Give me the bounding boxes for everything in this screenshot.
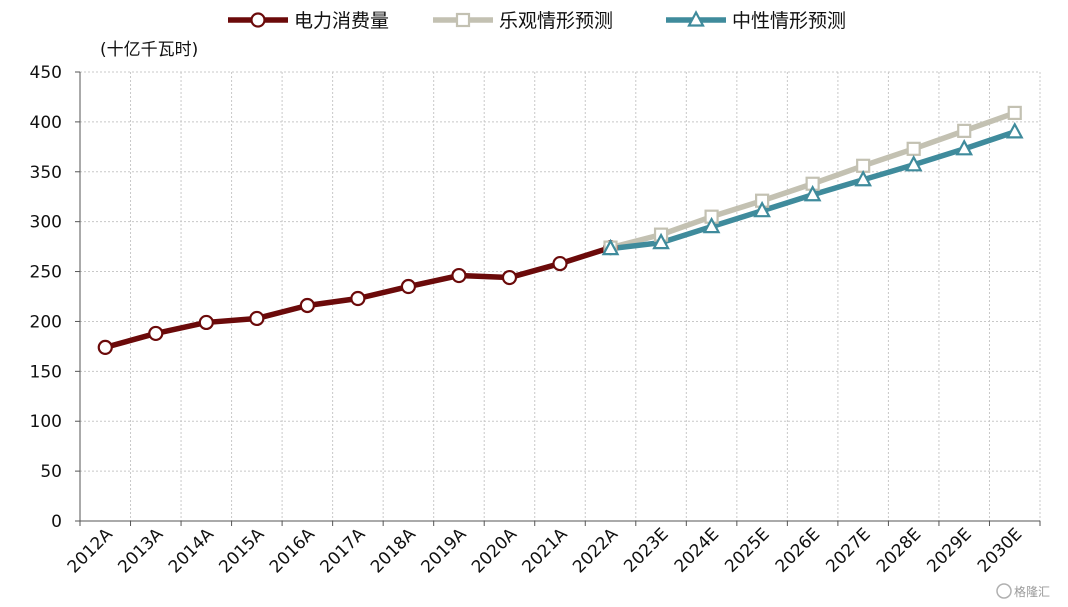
x-tick-label: 2016A <box>266 524 319 577</box>
y-tick-label: 300 <box>30 213 62 233</box>
legend-label-2: 中性情形预测 <box>732 10 846 32</box>
y-tick-labels: 0 50 100 150 200 250 300 350 400 450 <box>30 63 62 532</box>
data-point-s0-0 <box>97 339 113 355</box>
watermark-text: 格隆汇 <box>1014 584 1050 599</box>
series-markers <box>97 105 1024 355</box>
data-point-s0-3 <box>249 310 265 327</box>
legend-label-0: 电力消费量 <box>294 10 389 32</box>
y-tick-label: 400 <box>30 113 62 133</box>
y-tick-label: 150 <box>30 362 62 382</box>
x-tick-label: 2023E <box>620 524 672 576</box>
data-point-s2-17 <box>955 139 974 156</box>
x-tick-label: 2029E <box>923 524 975 576</box>
x-tick-label: 2017A <box>316 524 369 577</box>
y-tick-label: 100 <box>30 412 62 432</box>
x-tick-label: 2015A <box>215 524 268 577</box>
y-tick-label: 200 <box>30 312 62 332</box>
series-lines <box>104 110 1016 351</box>
legend-marker-1 <box>455 12 471 28</box>
data-point-s2-16 <box>904 154 923 172</box>
legend-marker-2 <box>687 10 705 27</box>
x-tick-label: 2028E <box>873 524 925 576</box>
data-point-s1-17 <box>957 123 972 138</box>
data-point-s2-11 <box>652 232 670 250</box>
x-tick-label: 2014A <box>165 524 218 577</box>
gridlines <box>80 71 1041 521</box>
data-point-s2-10 <box>601 238 620 256</box>
data-point-s0-9 <box>552 255 568 272</box>
data-point-s2-18 <box>1005 122 1024 139</box>
x-tick-label: 2030E <box>974 524 1026 576</box>
data-point-s1-16 <box>906 141 921 156</box>
data-point-s0-1 <box>148 325 164 342</box>
data-point-s0-8 <box>501 269 518 286</box>
data-point-s2-13 <box>753 200 771 218</box>
x-tick-label: 2018A <box>367 524 420 577</box>
x-tick-label: 2013A <box>114 524 167 577</box>
x-tick-label: 2027E <box>822 524 874 576</box>
x-tick-label: 2022A <box>569 524 622 577</box>
y-tick-label: 0 <box>51 512 62 532</box>
watermark: 格隆汇 <box>996 583 1050 599</box>
data-point-s0-4 <box>299 297 315 314</box>
x-tick-label: 2026E <box>772 524 824 576</box>
data-point-s0-6 <box>400 278 417 295</box>
data-point-s1-18 <box>1007 105 1022 121</box>
axes <box>75 71 1041 526</box>
x-tick-label: 2020A <box>468 524 521 577</box>
data-point-s2-14 <box>803 184 822 202</box>
x-tick-label: 2012A <box>64 524 117 577</box>
x-tick-label: 2019A <box>418 524 471 577</box>
watermark-logo-icon <box>996 583 1012 599</box>
y-unit-label: (十亿千瓦时) <box>100 40 198 60</box>
y-tick-label: 50 <box>40 462 62 482</box>
data-point-s2-15 <box>854 169 872 187</box>
data-point-s0-5 <box>350 290 366 307</box>
data-point-s2-12 <box>702 216 721 234</box>
x-tick-label: 2021A <box>519 524 572 577</box>
legend: 电力消费量 乐观情形预测 中性情形预测 <box>228 10 846 32</box>
data-point-s0-7 <box>451 267 467 284</box>
y-tick-label: 350 <box>30 163 62 183</box>
x-tick-labels: 2012A2013A2014A2015A2016A2017A2018A2019A… <box>64 524 1026 577</box>
legend-marker-0 <box>250 12 266 28</box>
y-tick-label: 450 <box>30 63 62 83</box>
x-tick-label: 2025E <box>721 524 773 576</box>
data-point-s0-2 <box>198 314 214 331</box>
legend-label-1: 乐观情形预测 <box>499 10 613 32</box>
x-tick-label: 2024E <box>671 524 723 576</box>
y-tick-label: 250 <box>30 263 62 283</box>
